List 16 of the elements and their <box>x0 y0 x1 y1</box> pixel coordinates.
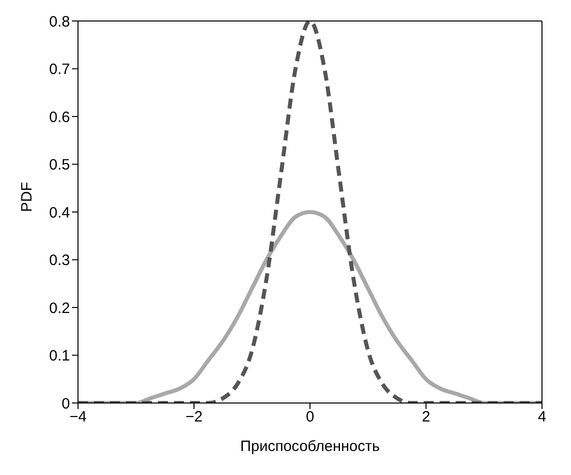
y-tick-label: 0.5 <box>49 156 70 174</box>
x-tick-label: −4 <box>69 408 87 426</box>
y-tick-label: 0.6 <box>49 108 70 126</box>
x-tick-label: 2 <box>422 408 430 426</box>
y-axis-title: PDF <box>18 182 36 212</box>
y-tick-label: 0.3 <box>49 252 70 270</box>
x-tick-label: −2 <box>185 408 203 426</box>
y-tick-label: 0.1 <box>49 348 70 365</box>
y-tick-label: 0.8 <box>49 13 70 30</box>
y-tick-label: 0 <box>62 395 70 412</box>
x-tick-label: 0 <box>306 408 314 426</box>
y-tick-label: 0.2 <box>49 300 70 317</box>
y-tick-label: 0.7 <box>49 61 70 78</box>
y-tick-label: 0.4 <box>49 204 70 222</box>
x-tick-label: 4 <box>538 408 546 426</box>
x-axis-title: Приспособленность <box>240 438 380 455</box>
